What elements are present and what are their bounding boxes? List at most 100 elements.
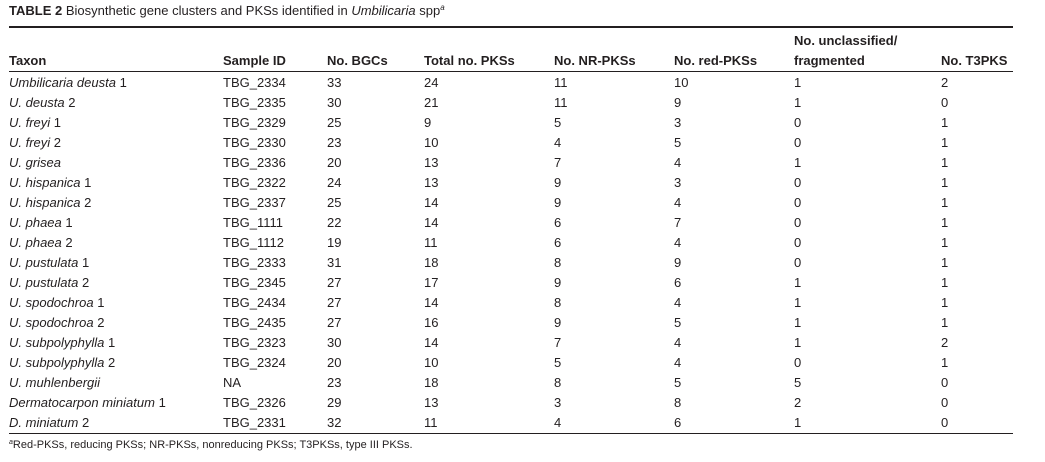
cell-red-pks: 3 <box>674 175 682 190</box>
cell-unclassified: 1 <box>794 415 802 430</box>
cell-total-pks: 14 <box>424 335 439 350</box>
taxon-name: U. spodochroa <box>9 315 94 330</box>
cell-red-pks: 4 <box>674 195 682 210</box>
cell-t3pks: 1 <box>941 175 949 190</box>
cell-nr-pks: 7 <box>554 335 562 350</box>
taxon-name: D. miniatum <box>9 415 79 430</box>
cell-red-pks: 4 <box>674 335 682 350</box>
taxon-number: 2 <box>65 235 73 250</box>
cell-taxon: D. miniatum 2 <box>9 413 223 433</box>
table-row: U. hispanica 2 TBG_2337 25 14 9 4 0 1 <box>9 193 1013 213</box>
cell-t3pks: 1 <box>941 115 949 130</box>
cell-nr-pks: 4 <box>554 135 562 150</box>
cell-red-pks: 9 <box>674 95 682 110</box>
cell-total-pks: 11 <box>424 235 438 250</box>
cell-sample-id: TBG_1112 <box>223 235 284 250</box>
taxon-name: Umbilicaria deusta <box>9 75 116 90</box>
table-row: U. phaea 1 TBG_1111 22 14 6 7 0 1 <box>9 213 1013 233</box>
taxon-name: U. freyi <box>9 135 51 150</box>
cell-total-pks: 14 <box>424 215 439 230</box>
taxon-name: U. spodochroa <box>9 295 94 310</box>
cell-sample-id: NA <box>223 375 242 390</box>
data-table: Umbilicaria deusta 1 TBG_2334 33 24 11 10 1 2 U.… <box>9 73 1013 433</box>
cell-bgcs: 30 <box>327 335 342 350</box>
cell-unclassified: 2 <box>794 395 802 410</box>
table-row: U. freyi 2 TBG_2330 23 10 4 5 0 1 <box>9 133 1013 153</box>
cell-t3pks: 1 <box>941 315 949 330</box>
cell-total-pks: 18 <box>424 255 439 270</box>
taxon-number: 1 <box>53 115 62 130</box>
cell-unclassified: 0 <box>794 255 802 270</box>
cell-taxon: U. freyi 1 <box>9 113 223 133</box>
cell-t3pks: 0 <box>941 95 949 110</box>
cell-sample-id: TBG_2345 <box>223 275 286 290</box>
taxon-name: U. pustulata <box>9 275 79 290</box>
taxon-name: U. hispanica <box>9 195 81 210</box>
cell-t3pks: 0 <box>941 415 949 430</box>
table-label: TABLE 2 <box>9 3 63 18</box>
taxon-name: U. subpolyphylla <box>9 355 105 370</box>
cell-nr-pks: 9 <box>554 175 562 190</box>
taxon-name: Dermatocarpon miniatum <box>9 395 155 410</box>
cell-red-pks: 4 <box>674 155 682 170</box>
taxon-number: 2 <box>81 415 90 430</box>
table-row: Umbilicaria deusta 1 TBG_2334 33 24 11 10 1 2 <box>9 73 1013 93</box>
table-row: U. grisea TBG_2336 20 13 7 4 1 1 <box>9 153 1013 173</box>
cell-unclassified: 1 <box>794 315 802 330</box>
cell-sample-id: TBG_1111 <box>223 215 283 230</box>
cell-bgcs: 29 <box>327 395 342 410</box>
cell-nr-pks: 9 <box>554 195 562 210</box>
cell-unclassified: 1 <box>794 335 802 350</box>
cell-t3pks: 1 <box>941 235 949 250</box>
table-row: U. pustulata 1 TBG_2333 31 18 8 9 0 1 <box>9 253 1013 273</box>
table-row: U. subpolyphylla 2 TBG_2324 20 10 5 4 0 1 <box>9 353 1013 373</box>
cell-red-pks: 9 <box>674 255 682 270</box>
cell-red-pks: 4 <box>674 295 682 310</box>
cell-unclassified: 1 <box>794 155 802 170</box>
col-header-bgcs: No. BGCs <box>327 53 388 68</box>
taxon-number: 2 <box>53 135 62 150</box>
table-header: Taxon Sample ID No. BGCs Total no. PKSs … <box>9 31 1013 71</box>
cell-total-pks: 18 <box>424 375 439 390</box>
top-rule <box>9 26 1013 28</box>
table-body: Umbilicaria deusta 1 TBG_2334 33 24 11 10 1 2 U.… <box>9 73 1013 433</box>
cell-unclassified: 1 <box>794 295 802 310</box>
taxon-number: 1 <box>158 395 166 410</box>
cell-bgcs: 27 <box>327 275 342 290</box>
cell-red-pks: 8 <box>674 395 682 410</box>
cell-nr-pks: 8 <box>554 295 562 310</box>
cell-t3pks: 1 <box>941 155 949 170</box>
cell-t3pks: 1 <box>941 135 949 150</box>
cell-t3pks: 0 <box>941 395 949 410</box>
taxon-name: U. deusta <box>9 95 65 110</box>
table-row: U. hispanica 1 TBG_2322 24 13 9 3 0 1 <box>9 173 1013 193</box>
cell-t3pks: 2 <box>941 335 949 350</box>
cell-bgcs: 23 <box>327 375 342 390</box>
cell-red-pks: 4 <box>674 235 682 250</box>
cell-t3pks: 1 <box>941 255 949 270</box>
cell-nr-pks: 8 <box>554 375 562 390</box>
col-header-red-pks: No. red-PKSs <box>674 53 758 68</box>
cell-bgcs: 22 <box>327 215 342 230</box>
cell-nr-pks: 6 <box>554 215 562 230</box>
taxon-number: 2 <box>97 315 105 330</box>
cell-unclassified: 1 <box>794 95 802 110</box>
cell-taxon: U. deusta 2 <box>9 93 223 113</box>
table-row: U. phaea 2 TBG_1112 19 11 6 4 0 1 <box>9 233 1013 253</box>
taxon-number: 2 <box>68 95 76 110</box>
cell-bgcs: 24 <box>327 175 342 190</box>
cell-total-pks: 14 <box>424 295 439 310</box>
cell-nr-pks: 11 <box>554 95 568 110</box>
cell-bgcs: 27 <box>327 315 342 330</box>
cell-red-pks: 3 <box>674 115 682 130</box>
taxon-name: U. phaea <box>9 215 62 230</box>
table-row: U. spodochroa 1 TBG_2434 27 14 8 4 1 1 <box>9 293 1013 313</box>
cell-unclassified: 0 <box>794 195 802 210</box>
cell-nr-pks: 5 <box>554 355 562 370</box>
cell-bgcs: 19 <box>327 235 342 250</box>
cell-unclassified: 0 <box>794 235 802 250</box>
table-row: U. deusta 2 TBG_2335 30 21 11 9 1 0 <box>9 93 1013 113</box>
cell-nr-pks: 11 <box>554 75 568 90</box>
cell-sample-id: TBG_2336 <box>223 155 286 170</box>
cell-total-pks: 16 <box>424 315 439 330</box>
